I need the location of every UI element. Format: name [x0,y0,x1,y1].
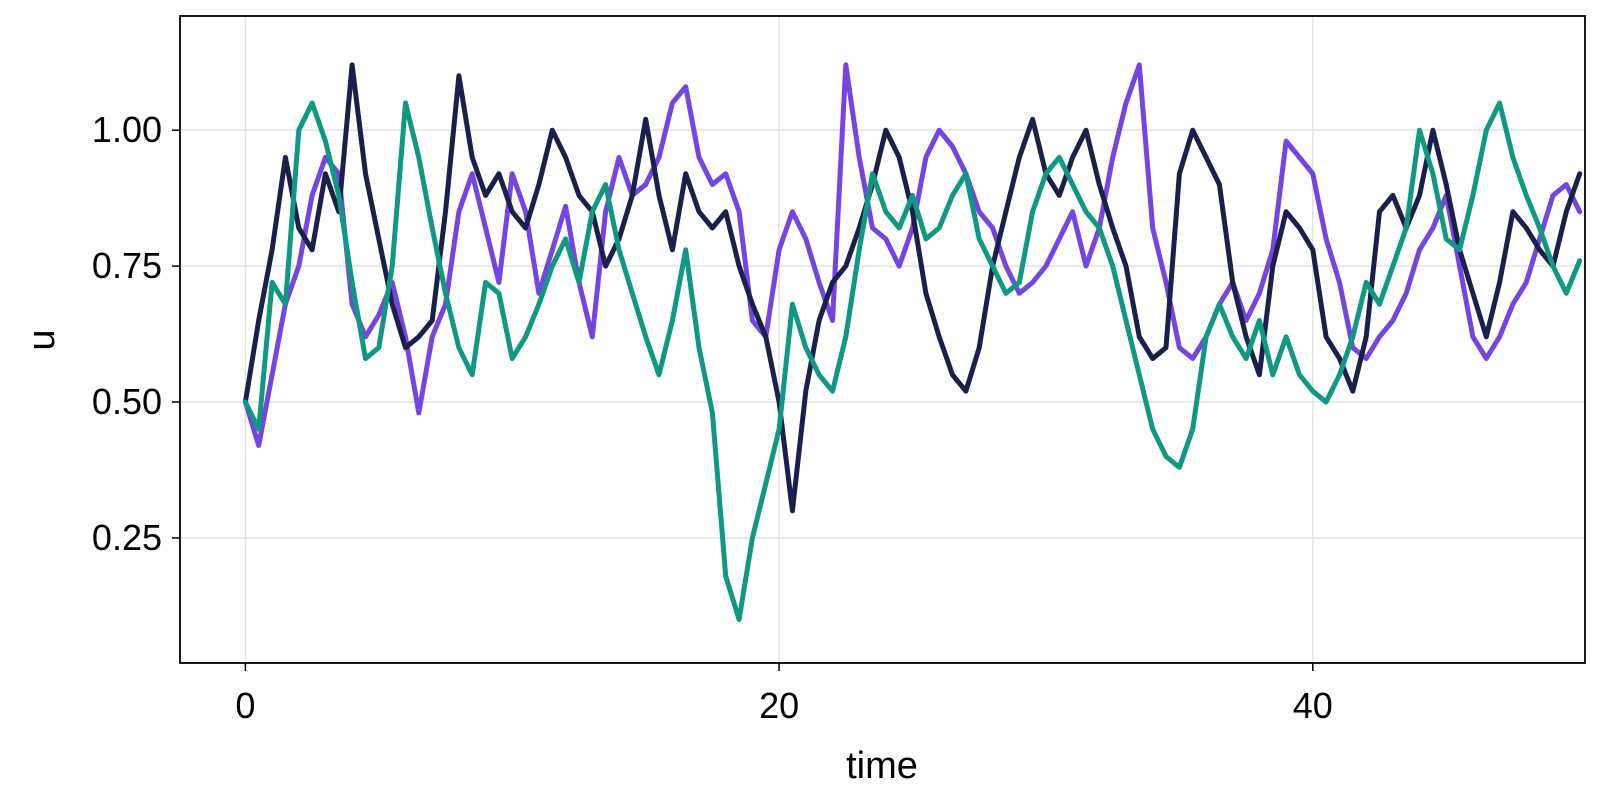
x-axis-label: time [846,745,918,787]
series-line-2 [242,62,1583,514]
y-axis-ticks: 0.25 0.50 0.75 1.00 [92,109,180,558]
y-axis-label: u [21,329,63,350]
y-tick-label: 0.25 [92,517,162,558]
series-line-3 [242,100,1583,622]
plot-frame [179,15,1586,664]
y-tick-label: 0.75 [92,245,162,286]
x-tick-label: 40 [1293,685,1333,726]
x-tick-label: 20 [759,685,799,726]
y-tick-label: 1.00 [92,109,162,150]
y-tick-label: 0.50 [92,381,162,422]
series-line-1 [242,62,1583,448]
grid-lines [180,16,1585,663]
series-lines [242,62,1583,622]
x-axis-ticks: 0 20 40 [235,663,1333,726]
x-tick-label: 0 [235,685,255,726]
